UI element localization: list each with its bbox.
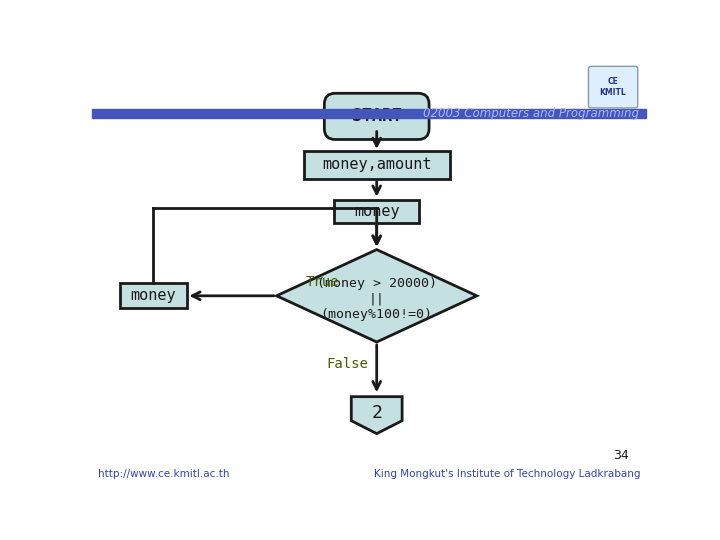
Polygon shape	[276, 249, 477, 342]
Text: 02003 Computers and Programming: 02003 Computers and Programming	[423, 107, 639, 120]
Text: 2: 2	[372, 404, 382, 422]
Text: (money > 20000): (money > 20000)	[317, 277, 437, 290]
Text: King Mongkut's Institute of Technology Ladkrabang: King Mongkut's Institute of Technology L…	[374, 469, 640, 478]
Text: money,amount: money,amount	[322, 157, 431, 172]
Text: money: money	[130, 288, 176, 303]
Bar	[304, 151, 450, 179]
Text: START: START	[351, 107, 402, 125]
FancyBboxPatch shape	[324, 93, 429, 139]
Bar	[92, 109, 647, 118]
FancyBboxPatch shape	[588, 66, 638, 108]
Text: money: money	[354, 204, 400, 219]
Polygon shape	[351, 397, 402, 434]
Text: ||: ||	[369, 292, 384, 306]
Text: False: False	[326, 356, 369, 370]
Bar	[334, 200, 419, 222]
Bar	[120, 284, 186, 308]
Text: 34: 34	[613, 449, 629, 462]
Text: (money%100!=0): (money%100!=0)	[320, 308, 433, 321]
Text: CE
KMITL: CE KMITL	[600, 77, 626, 97]
Text: True: True	[306, 275, 340, 289]
Text: http://www.ce.kmitl.ac.th: http://www.ce.kmitl.ac.th	[98, 469, 230, 478]
